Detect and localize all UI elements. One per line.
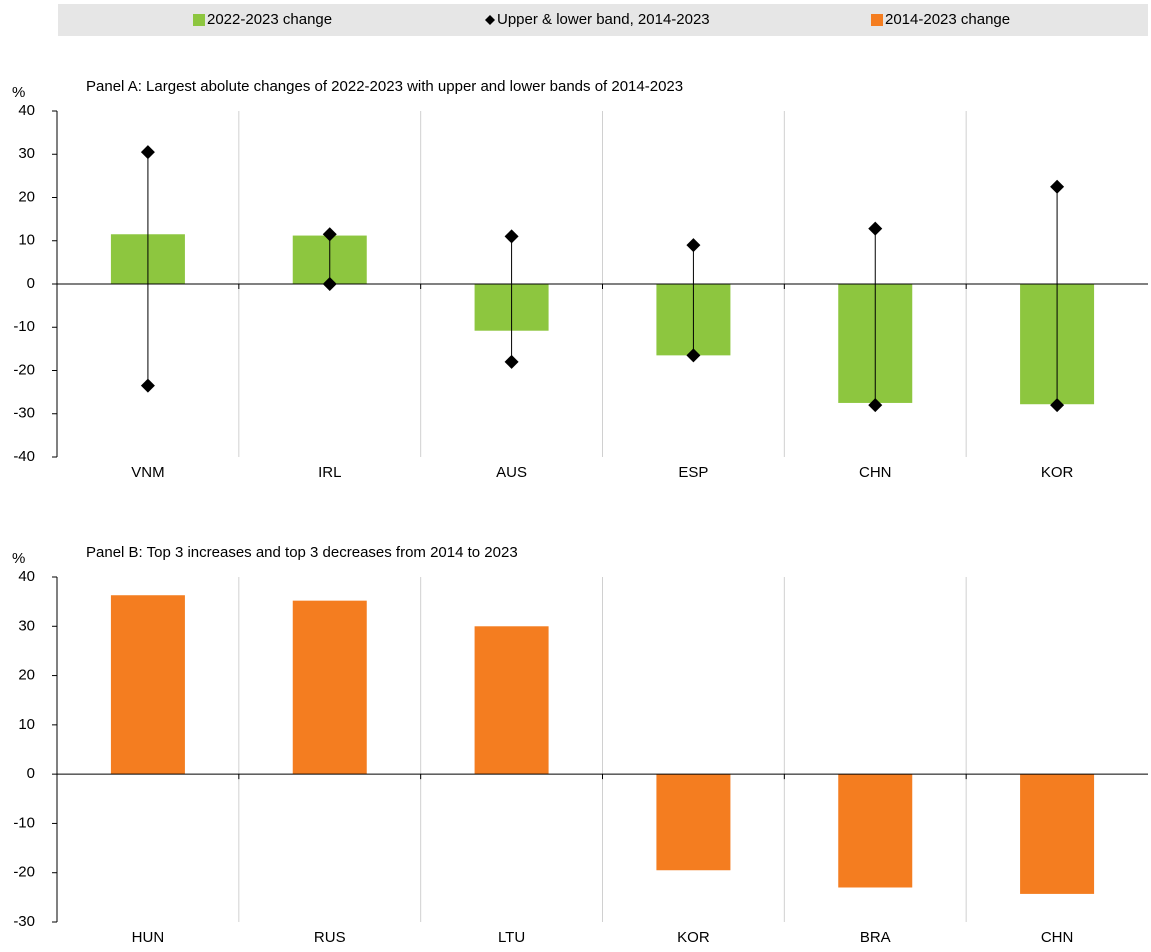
y-tick-label: -20 [13, 361, 35, 378]
y-tick-label: 30 [18, 617, 35, 634]
bar [838, 774, 913, 888]
legend-label: 2022-2023 change [207, 11, 332, 28]
y-tick-label: -30 [13, 405, 35, 422]
lower-marker [322, 277, 337, 291]
y-tick-label: 40 [18, 102, 35, 119]
upper-marker [504, 229, 519, 244]
legend-label: Upper & lower band, 2014-2023 [497, 11, 710, 28]
upper-marker [868, 221, 883, 236]
y-tick-label: -30 [13, 913, 35, 930]
upper-marker [686, 238, 701, 253]
y-tick-label: -40 [13, 448, 35, 465]
x-tick-label: HUN [132, 929, 165, 946]
x-tick-label: CHN [859, 464, 892, 481]
bar [474, 626, 549, 775]
upper-marker [1050, 179, 1065, 194]
x-tick-label: VNM [131, 464, 164, 481]
bar [292, 600, 367, 775]
x-tick-label: KOR [677, 929, 710, 946]
x-tick-label: RUS [314, 929, 346, 946]
y-tick-label: -10 [13, 318, 35, 335]
x-tick-label: KOR [1041, 464, 1074, 481]
legend-background [58, 4, 1148, 36]
y-tick-label: 10 [18, 716, 35, 733]
y-axis-label: % [12, 550, 25, 567]
y-tick-label: 0 [27, 275, 35, 292]
panel-title: Panel A: Largest abolute changes of 2022… [86, 78, 683, 95]
x-tick-label: AUS [496, 464, 527, 481]
upper-marker [140, 145, 155, 160]
bar [1020, 774, 1095, 894]
bar [110, 595, 185, 775]
x-tick-label: LTU [498, 929, 525, 946]
legend-marker [485, 15, 495, 25]
lower-marker [686, 348, 701, 363]
legend-marker [871, 14, 883, 26]
x-tick-label: BRA [860, 929, 891, 946]
bar [656, 774, 731, 871]
x-tick-label: CHN [1041, 929, 1074, 946]
legend-label: 2014-2023 change [885, 11, 1010, 28]
y-tick-label: -10 [13, 814, 35, 831]
y-tick-label: 10 [18, 232, 35, 249]
upper-marker [322, 227, 337, 242]
y-tick-label: 40 [18, 568, 35, 585]
y-tick-label: 20 [18, 188, 35, 205]
y-tick-label: 20 [18, 667, 35, 684]
lower-marker [1050, 398, 1065, 413]
lower-marker [140, 378, 155, 393]
panel-title: Panel B: Top 3 increases and top 3 decre… [86, 544, 518, 561]
lower-marker [868, 398, 883, 413]
x-tick-label: ESP [678, 464, 708, 481]
y-tick-label: 0 [27, 765, 35, 782]
lower-marker [504, 354, 519, 369]
x-tick-label: IRL [318, 464, 341, 481]
y-tick-label: -20 [13, 864, 35, 881]
legend-marker [193, 14, 205, 26]
y-tick-label: 30 [18, 145, 35, 162]
y-axis-label: % [12, 84, 25, 101]
